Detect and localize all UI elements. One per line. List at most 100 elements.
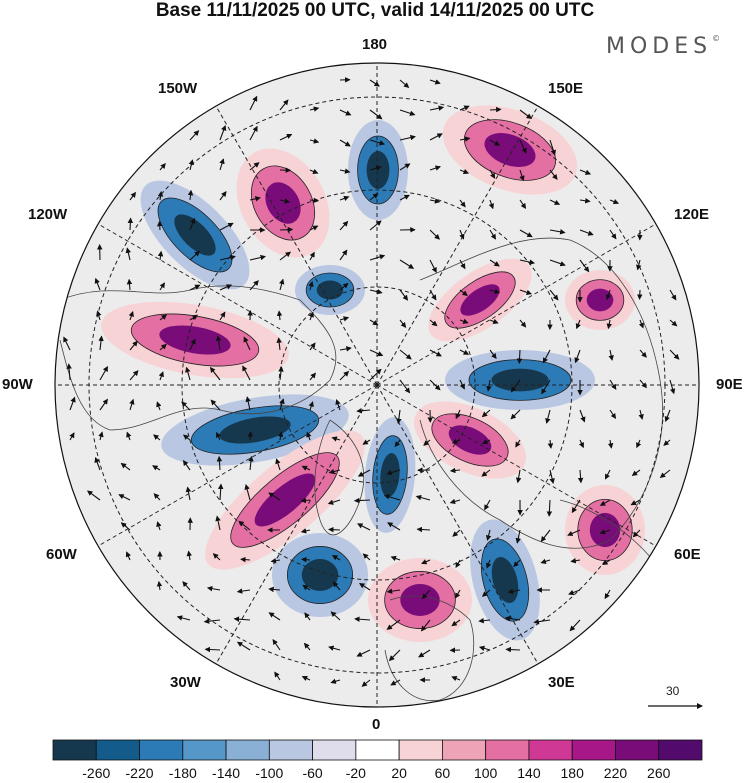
wind-vector: [420, 619, 431, 632]
wind-vector: [609, 199, 620, 205]
wind-vector: [182, 581, 191, 591]
wind-vector: [219, 222, 234, 231]
wind-vector: [309, 197, 320, 204]
reference-vector-label: 30: [666, 684, 680, 698]
wind-vector: [369, 289, 383, 295]
wind-vector: [339, 316, 350, 322]
lon-label-120e: 120E: [674, 206, 710, 223]
wind-vector: [369, 368, 382, 381]
wind-vector: [510, 409, 521, 420]
map-disk: [55, 63, 699, 707]
wind-vector: [189, 284, 201, 291]
colorbar-swatch: [528, 739, 573, 761]
negative-anomaly-9: [470, 519, 540, 641]
wind-vector: [279, 198, 291, 204]
wind-vector: [459, 229, 465, 240]
wind-vector: [519, 139, 527, 154]
wind-vector: [630, 499, 641, 506]
lon-label-150e: 150E: [548, 80, 584, 97]
positive-anomaly-11: [428, 258, 532, 342]
wind-vector: [98, 335, 104, 351]
wind-vector: [276, 337, 282, 351]
wind-vector: [279, 278, 285, 291]
wind-vector: [308, 401, 314, 411]
wind-vector: [579, 169, 592, 175]
wind-vector: [516, 349, 523, 365]
wind-vector: [369, 165, 382, 171]
wind-vector: [219, 124, 227, 141]
wind-vector: [631, 469, 641, 477]
wind-vector: [519, 229, 533, 238]
wind-vector: [240, 556, 251, 563]
wind-vector: [308, 281, 314, 291]
wind-vector: [659, 469, 671, 479]
wind-vector: [339, 346, 352, 352]
wind-vector: [300, 528, 311, 534]
wind-vector: [233, 616, 251, 622]
wind-vector: [219, 284, 233, 291]
wind-vector: [279, 251, 291, 261]
positive-anomaly-5: [205, 430, 365, 570]
wind-vector: [369, 79, 380, 87]
wind-vector: [390, 555, 401, 562]
coastline-europe: [384, 595, 475, 702]
colorbar-swatch: [268, 739, 314, 761]
wind-vector: [206, 585, 221, 592]
wind-vector: [399, 109, 416, 116]
wind-vector: [609, 229, 617, 240]
wind-vector: [327, 499, 341, 505]
wind-vector: [189, 338, 196, 351]
negative-anomaly-7: [272, 533, 368, 617]
colorbar-tick-label: -260: [82, 765, 110, 781]
wind-vector: [335, 399, 341, 411]
wind-vector: [309, 138, 320, 144]
wind-vector: [362, 553, 371, 561]
wind-vector: [636, 259, 642, 271]
wind-vector: [331, 436, 341, 442]
colorbar-swatch: [139, 739, 184, 761]
negative-anomaly-2: [348, 120, 408, 220]
wind-vector: [664, 409, 671, 423]
wind-vector: [185, 366, 191, 381]
lon-label-0: 0: [372, 716, 381, 733]
wind-vector: [369, 220, 382, 231]
map-title: Base 11/11/2025 00 UTC, valid 14/11/2025…: [155, 0, 595, 21]
lon-label-30w: 30W: [170, 674, 201, 691]
wind-vector: [421, 589, 431, 600]
wind-vector: [99, 398, 108, 411]
wind-vector: [604, 589, 611, 600]
negative-anomaly-0: [140, 180, 250, 290]
wind-vector: [189, 130, 200, 141]
wind-vector: [542, 349, 551, 364]
wind-vector: [129, 191, 137, 201]
wind-vector: [568, 589, 581, 596]
wind-vector: [394, 439, 401, 448]
wind-vector: [519, 289, 532, 295]
wind-vector: [301, 675, 311, 681]
wind-vector: [278, 366, 284, 381]
wind-vector: [94, 456, 101, 471]
wind-vector: [357, 523, 371, 531]
positive-anomaly-14: [565, 270, 635, 330]
coastline-asia: [419, 237, 663, 549]
wind-vector: [156, 521, 162, 531]
wind-vector: [609, 409, 617, 420]
wind-vector: [386, 469, 401, 476]
wind-vector: [607, 439, 614, 449]
wind-vector: [268, 492, 281, 501]
colorbar-tick-label: 220: [604, 765, 628, 781]
wind-vector: [277, 431, 284, 441]
wind-vector: [189, 217, 196, 231]
wind-vector: [203, 618, 221, 624]
wind-vector: [533, 618, 551, 625]
wind-vector: [216, 431, 222, 441]
wind-vector: [421, 559, 431, 565]
wind-vector: [545, 409, 551, 424]
wind-vector: [156, 580, 163, 591]
positive-anomaly-8: [368, 558, 472, 642]
meridian-line: [376, 384, 664, 551]
wind-vector: [669, 319, 678, 327]
wind-vector: [157, 250, 164, 261]
wind-vector: [330, 678, 341, 684]
colorbar: -260 -220 -180 -140 -100 -60 -20 20 60 100 140 180 2…: [52, 739, 703, 781]
